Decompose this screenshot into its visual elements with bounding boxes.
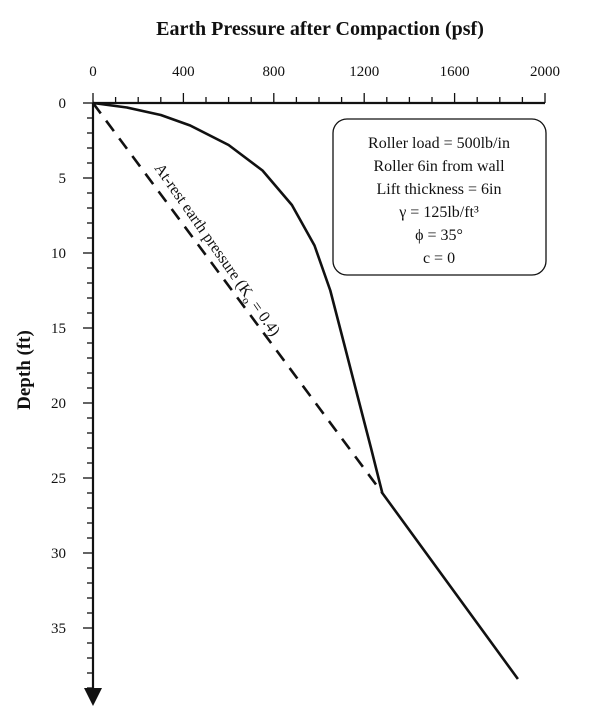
compaction-pressure-curve bbox=[92, 101, 519, 680]
y-tick-label: 0 bbox=[59, 96, 67, 112]
y-axis-arrow bbox=[84, 688, 102, 706]
box-line-5: ϕ = 35° bbox=[415, 227, 463, 244]
x-axis: 0 400 800 1200 1600 2000 bbox=[89, 64, 560, 105]
y-tick-label: 10 bbox=[51, 246, 66, 262]
y-axis: 0 5 10 15 20 25 30 35 bbox=[51, 96, 102, 706]
y-axis-label: Depth (ft) bbox=[14, 330, 35, 410]
x-tick-label: 0 bbox=[89, 64, 97, 80]
dashed-line-label: At-rest earth pressure (Ko = 0.4) bbox=[148, 161, 283, 342]
box-line-3: Lift thickness = 6in bbox=[376, 181, 501, 198]
y-tick-label: 15 bbox=[51, 321, 66, 337]
box-line-6: c = 0 bbox=[423, 250, 455, 267]
x-tick-label: 2000 bbox=[530, 64, 560, 80]
x-tick-label: 400 bbox=[172, 64, 195, 80]
dashed-label-main: At-rest earth pressure (K bbox=[151, 161, 256, 301]
parameters-box: Roller load = 500lb/in Roller 6in from w… bbox=[332, 118, 547, 276]
dashed-label-subscript: o bbox=[239, 295, 252, 307]
y-tick-label: 20 bbox=[51, 396, 66, 412]
chart-title: Earth Pressure after Compaction (psf) bbox=[156, 18, 484, 40]
box-line-2: Roller 6in from wall bbox=[373, 158, 505, 175]
x-tick-label: 800 bbox=[263, 64, 286, 80]
at-rest-pressure-line bbox=[91, 102, 384, 494]
x-tick-label: 1200 bbox=[349, 64, 379, 80]
box-line-4: γ = 125lb/ft³ bbox=[398, 204, 479, 221]
y-tick-label: 5 bbox=[59, 171, 67, 187]
series-layer bbox=[91, 101, 519, 680]
x-tick-label: 1600 bbox=[440, 64, 470, 80]
parameters-box-frame bbox=[332, 118, 547, 276]
box-line-1: Roller load = 500lb/in bbox=[368, 135, 510, 152]
y-tick-label: 30 bbox=[51, 546, 66, 562]
y-tick-label: 25 bbox=[51, 471, 66, 487]
y-tick-label: 35 bbox=[51, 621, 66, 637]
